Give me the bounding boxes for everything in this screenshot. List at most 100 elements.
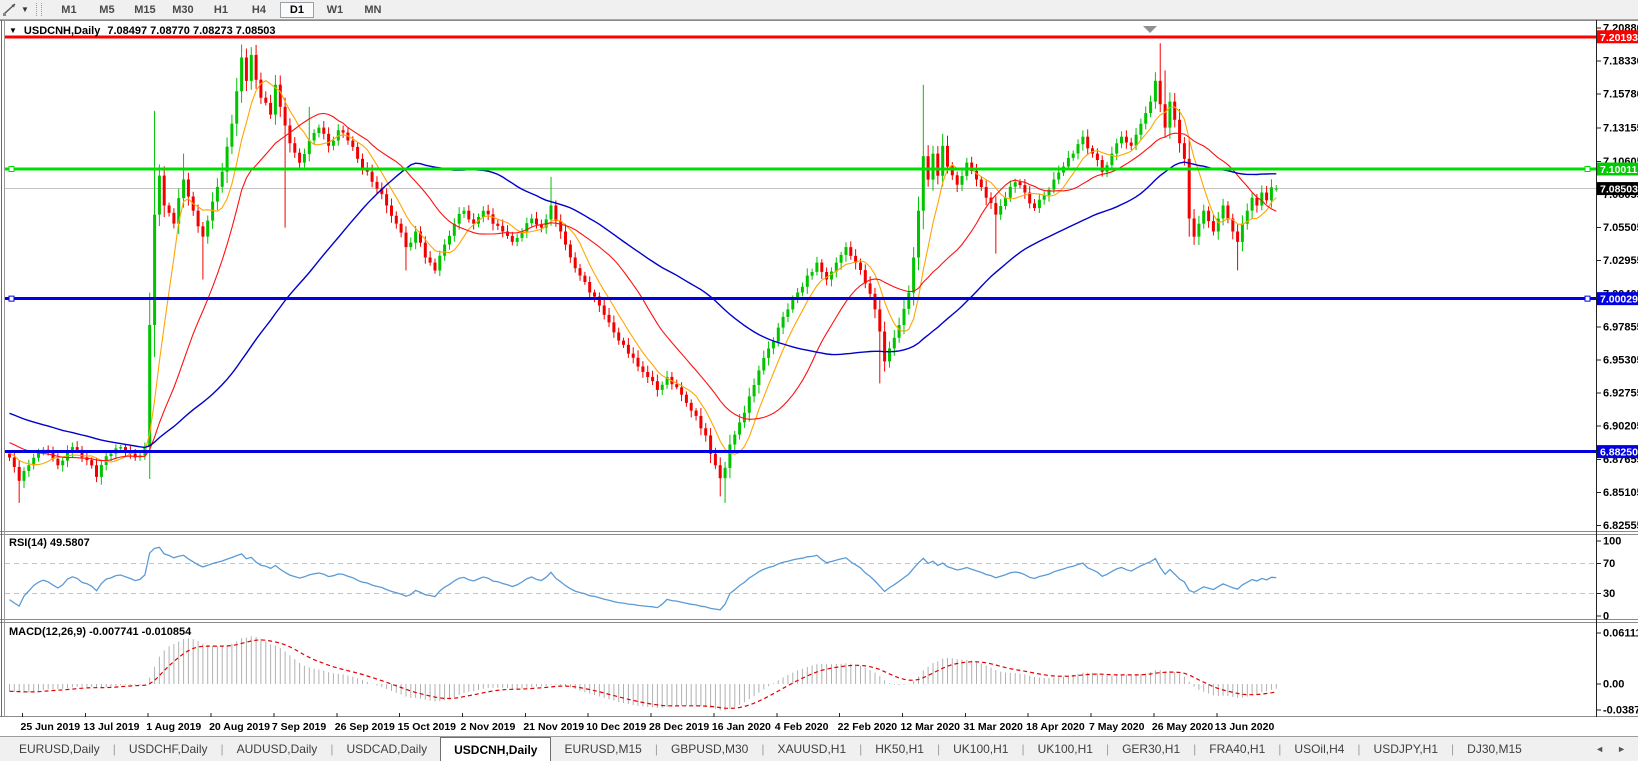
line-handle[interactable] xyxy=(1584,166,1591,172)
tab-separator: | xyxy=(1105,742,1110,756)
tab-separator: | xyxy=(1278,742,1282,756)
svg-text:7.10011: 7.10011 xyxy=(1600,164,1638,176)
date-axis-label: 25 Jun 2019 xyxy=(21,721,81,733)
date-axis-label: 7 Sep 2019 xyxy=(272,721,326,733)
rsi-axis-label: 100 xyxy=(1603,536,1621,548)
date-axis-label: 10 Dec 2019 xyxy=(586,721,646,733)
price-axis-label: 6.95305 xyxy=(1603,354,1638,366)
rsi-line xyxy=(9,546,1277,611)
tab-usdcnh-daily[interactable]: USDCNH,Daily xyxy=(440,737,552,761)
chart-tab-bar: EURUSD,Daily | USDCHF,Daily | AUDUSD,Daily | U… xyxy=(0,736,1638,761)
timeframe-button-w1[interactable]: W1 xyxy=(326,3,344,16)
rsi-axis-label: 0 xyxy=(1603,611,1609,623)
chart-window[interactable]: 7.208807.183307.157807.131557.106057.080… xyxy=(0,20,1638,736)
tab-usdcad-daily[interactable]: USDCAD,Daily xyxy=(346,742,428,756)
date-axis-label: 2 Nov 2019 xyxy=(460,721,515,733)
current-price-box xyxy=(1597,182,1638,196)
date-axis-label: 20 Aug 2019 xyxy=(209,721,270,733)
date-axis-label: 26 May 2020 xyxy=(1152,721,1213,733)
timeframe-button-h4[interactable]: H4 xyxy=(251,3,266,16)
tab-audusd-daily[interactable]: AUDUSD,Daily xyxy=(236,742,318,756)
toolbar-grip xyxy=(35,3,42,16)
rsi-axis-label: 30 xyxy=(1603,588,1615,600)
macd-signal-line xyxy=(9,639,1277,710)
tab-scroll-right-icon[interactable]: ► xyxy=(1617,744,1626,754)
crosshair-tool-icon[interactable] xyxy=(2,2,20,17)
svg-text:7.20193: 7.20193 xyxy=(1600,32,1638,44)
tool-dropdown-caret[interactable]: ▼ xyxy=(21,5,29,14)
line-handle[interactable] xyxy=(1584,295,1591,302)
svg-text:7.08503: 7.08503 xyxy=(1600,184,1638,196)
tab-ger30-h1[interactable]: GER30,H1 xyxy=(1122,742,1181,756)
svg-text:7.00029: 7.00029 xyxy=(1600,294,1638,306)
timeframe-button-h1[interactable]: H1 xyxy=(213,3,228,16)
price-axis-label: 7.02955 xyxy=(1603,255,1638,267)
date-axis-label: 12 Mar 2020 xyxy=(900,721,960,733)
line-handle[interactable] xyxy=(8,295,15,302)
timeframe-button-d1[interactable]: D1 xyxy=(279,1,314,18)
date-axis-label: 26 Sep 2019 xyxy=(335,721,395,733)
date-axis-label: 21 Nov 2019 xyxy=(523,721,584,733)
tab-separator: | xyxy=(1193,742,1197,756)
chart-title: ▼ USDCNH,Daily 7.08497 7.08770 7.08273 7… xyxy=(9,25,276,37)
macd-axis-label: -0.038777 xyxy=(1603,705,1638,717)
macd-indicator-label: MACD(12,26,9) -0.007741 -0.010854 xyxy=(9,626,192,638)
timeframe-button-mn[interactable]: MN xyxy=(364,3,382,16)
tab-separator: | xyxy=(112,742,116,756)
tab-separator: | xyxy=(859,742,863,756)
tab-separator: | xyxy=(1357,742,1361,756)
tab-xauusd-h1[interactable]: XAUUSD,H1 xyxy=(777,742,847,756)
tab-separator: | xyxy=(1451,742,1455,756)
date-axis-label: 4 Feb 2020 xyxy=(775,721,829,733)
date-axis-label: 22 Feb 2020 xyxy=(838,721,898,733)
date-axis-label: 18 Apr 2020 xyxy=(1026,721,1085,733)
line-handle[interactable] xyxy=(8,166,15,172)
tab-fra40-h1[interactable]: FRA40,H1 xyxy=(1209,742,1266,756)
price-box-7.10011 xyxy=(1597,162,1638,176)
tab-uk100-h1[interactable]: UK100,H1 xyxy=(1037,742,1093,756)
price-axis-label: 7.20880 xyxy=(1603,22,1638,34)
chart-ohlc-values: 7.08497 7.08770 7.08273 7.08503 xyxy=(107,25,276,37)
top-toolbar: ▼ M1 M5 M15 M30 H1 H4 D1 W1 MN xyxy=(0,0,1638,20)
tab-usdjpy-h1[interactable]: USDJPY,H1 xyxy=(1373,742,1439,756)
price-axis-label: 6.90205 xyxy=(1603,421,1638,433)
collapse-triangle-icon[interactable]: ▼ xyxy=(9,26,17,35)
rsi-indicator-label: RSI(14) 49.5807 xyxy=(9,537,90,549)
tab-dj30-m15[interactable]: DJ30,M15 xyxy=(1467,742,1522,756)
tab-uk100-h1[interactable]: UK100,H1 xyxy=(953,742,1009,756)
price-box-7.20193 xyxy=(1597,30,1638,44)
tab-eurusd-daily[interactable]: EURUSD,Daily xyxy=(19,742,100,756)
moving-average-20 xyxy=(9,112,1277,462)
tab-gbpusd-m30[interactable]: GBPUSD,M30 xyxy=(670,742,749,756)
timeframe-button-m1[interactable]: M1 xyxy=(61,3,77,16)
chart-symbol-label: USDCNH,Daily xyxy=(23,25,101,37)
timeframe-button-m5[interactable]: M5 xyxy=(99,3,115,16)
candlestick-series xyxy=(8,43,1278,503)
tab-usdchf-daily[interactable]: USDCHF,Daily xyxy=(128,742,208,756)
price-chart-canvas[interactable]: 7.208807.183307.157807.131557.106057.080… xyxy=(0,20,1638,736)
tab-scroll-controls: ◄ ► xyxy=(1595,737,1638,761)
price-box-6.88250 xyxy=(1597,445,1638,459)
macd-histogram xyxy=(9,636,1277,711)
moving-average-55 xyxy=(9,161,1277,449)
date-axis-label: 1 Aug 2019 xyxy=(146,721,201,733)
date-axis-label: 13 Jul 2019 xyxy=(83,721,139,733)
price-axis-label: 7.15780 xyxy=(1603,89,1638,101)
tab-eurusd-m15[interactable]: EURUSD,M15 xyxy=(564,742,642,756)
timeframe-button-m15[interactable]: M15 xyxy=(134,3,156,16)
price-axis-label: 7.18330 xyxy=(1603,55,1638,67)
chart-shift-marker-icon[interactable] xyxy=(1143,26,1157,33)
price-axis-label: 6.97855 xyxy=(1603,321,1638,333)
moving-average-7 xyxy=(9,80,1277,466)
timeframe-button-m30[interactable]: M30 xyxy=(172,3,194,16)
tab-scroll-left-icon[interactable]: ◄ xyxy=(1595,744,1605,754)
price-axis-label: 6.85105 xyxy=(1603,487,1638,499)
tab-separator: | xyxy=(330,742,334,756)
date-axis-label: 31 Mar 2020 xyxy=(963,721,1023,733)
tab-separator: | xyxy=(1021,742,1025,756)
price-axis-label: 6.92755 xyxy=(1603,388,1638,400)
date-axis-label: 7 May 2020 xyxy=(1089,721,1145,733)
tab-hk50-h1[interactable]: HK50,H1 xyxy=(875,742,924,756)
tab-usoil-h4[interactable]: USOil,H4 xyxy=(1294,742,1345,756)
price-axis-label: 6.82555 xyxy=(1603,520,1638,532)
